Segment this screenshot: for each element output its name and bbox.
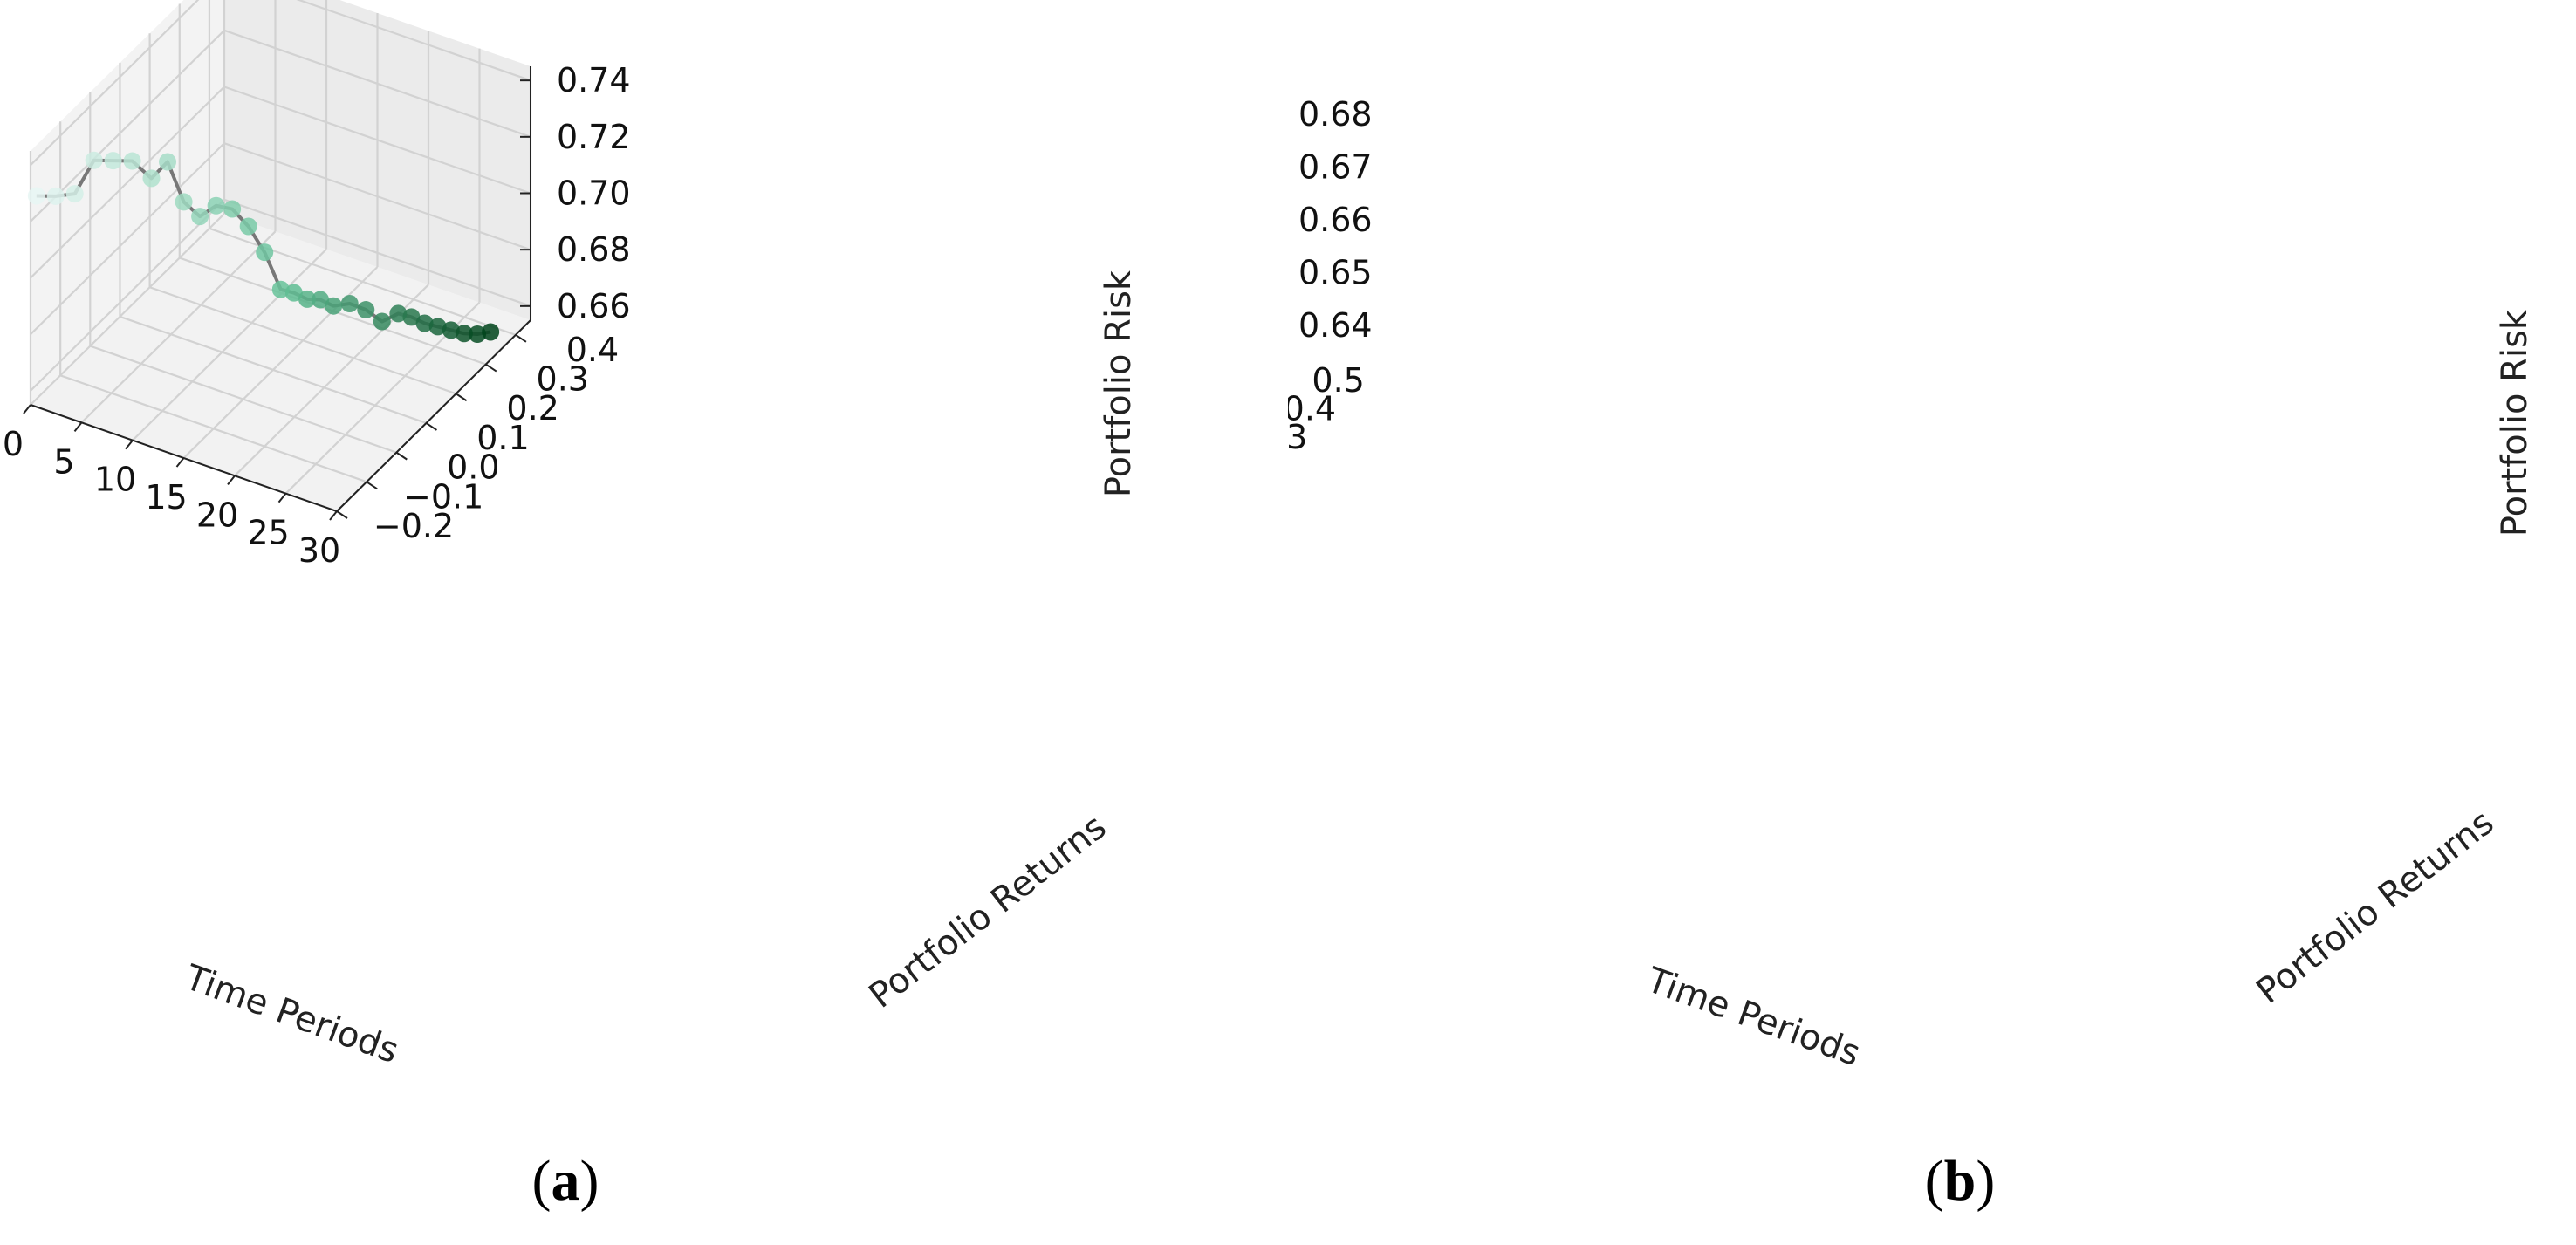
x-tick-label: 5 [53,442,74,481]
data-point [415,314,434,332]
y-tick-label: 0.4 [566,331,619,369]
data-point [428,318,447,336]
chart-a: 0 5 10 15 20 25 30 −0.2−0.10.00.10.20.30.4 0.66 0… [3,0,1139,1213]
data-point [325,297,343,315]
panel-a: 0 5 10 15 20 25 30 −0.2 −0.1 0.0 0.1 0.2 0.3 0.4 0.66 0… [3,0,1139,1213]
data-point [442,321,460,339]
tick-labels: 0 5 10 15 20 25 30 −0.2−0.10.00.10.20.30.4 0.66 0… [3,61,631,570]
data-point [402,308,421,326]
y-tick-label: 0.1 [476,419,529,457]
chart-b: 051015202530−0.10.00.10.20.30.40.50.640.… [1288,95,2535,1213]
data-point [373,312,391,331]
z-tick-label: 0.70 [557,174,631,213]
y-axis-label: Portfolio Returns [2249,803,2501,1012]
data-point [340,295,359,313]
tick-labels: 051015202530−0.10.00.10.20.30.40.50.640.… [1288,95,1373,456]
x-axis-label: Time Periods [179,957,403,1071]
data-point [27,187,45,205]
data-point [455,325,473,343]
data-point [85,151,103,169]
z-tick-label: 0.68 [1298,95,1373,133]
y-tick-label: 0.4 [1288,389,1336,428]
data-point [284,284,303,302]
y-tick-label: 0.3 [537,360,589,399]
data-point [142,169,161,188]
axis-panes [31,0,531,511]
series-points [27,151,500,343]
data-point [357,301,375,319]
x-tick-label: 25 [247,514,289,552]
data-point [65,185,84,203]
x-tick-label: 10 [94,461,136,499]
z-tick-label: 0.74 [557,61,631,99]
z-tick-label: 0.66 [1298,201,1373,239]
z-tick-label: 0.67 [1298,148,1373,187]
z-tick-label: 0.64 [1298,306,1373,345]
data-point [123,152,141,170]
z-tick-label: 0.68 [557,230,631,269]
data-point [469,325,487,343]
z-axis-label: Portfolio Risk [1099,270,1139,497]
y-tick-label: 0.3 [1288,418,1307,456]
data-point [298,290,316,308]
data-point [482,323,500,341]
x-tick-label: 20 [196,496,238,534]
panel-b: 051015202530−0.10.00.10.20.30.40.50.640.… [1288,0,2576,1245]
x-tick-label: 0 [3,425,24,463]
x-tick-label: 15 [145,478,187,516]
y-tick-label: 0.0 [447,448,499,487]
data-point [312,291,330,309]
z-tick-label: 0.65 [1298,253,1373,291]
x-axis-label: Time Periods [1641,960,1865,1074]
caption-a: (a) [532,1149,599,1213]
y-tick-label: 0.2 [506,389,558,428]
z-tick-label: 0.72 [557,118,631,156]
y-tick-label: −0.1 [403,477,483,516]
z-axis-label: Portfolio Risk [2495,309,2535,537]
y-tick-label: −0.2 [373,507,454,545]
y-axis-label: Portfolio Returns [861,807,1113,1016]
data-point [223,200,242,218]
data-point [159,153,177,171]
y-tick-label: 0.5 [1312,361,1364,400]
z-tick-label: 0.66 [557,287,631,325]
data-point [191,208,209,226]
data-point [46,187,65,205]
data-point [175,193,193,211]
data-point [104,152,122,170]
x-tick-label: 30 [298,531,340,570]
data-point [271,280,290,298]
caption-b: (b) [1925,1149,1996,1213]
data-point [256,243,274,262]
data-point [207,196,225,215]
data-point [239,217,257,236]
data-point [389,304,408,323]
